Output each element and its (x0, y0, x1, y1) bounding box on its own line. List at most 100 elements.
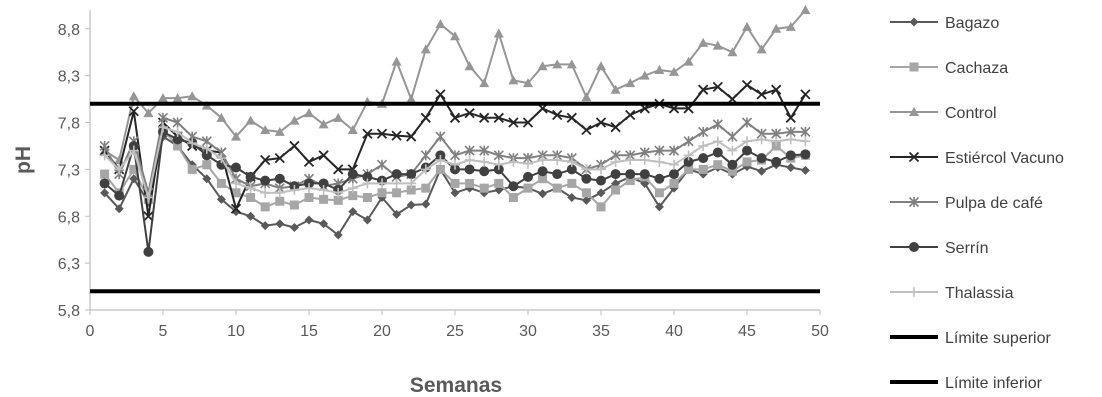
legend-item-pulpa-de-cafe: Pulpa de café (890, 195, 1043, 212)
data-point-control (187, 91, 198, 101)
data-point-bagazo (786, 163, 796, 172)
data-point-bagazo (800, 165, 810, 175)
data-point-serrin (742, 145, 752, 156)
data-point-bagazo (275, 219, 285, 229)
data-point-control (128, 91, 139, 101)
data-point-control (420, 44, 431, 54)
data-point-serrin (698, 153, 709, 164)
data-point-cachaza (625, 176, 635, 186)
data-point-thalassia (435, 155, 446, 165)
data-point-cachaza (231, 188, 241, 198)
legend-label: Serrín (945, 240, 989, 257)
data-point-thalassia (771, 136, 782, 147)
data-point-pulpa-de-cafe (464, 145, 475, 156)
data-point-serrin (391, 169, 402, 180)
data-point-cachaza (173, 141, 183, 151)
data-point-control (756, 44, 767, 54)
data-point-serrin (566, 164, 577, 175)
data-point-serrin (669, 169, 679, 180)
data-point-pulpa-de-cafe (698, 126, 709, 137)
data-point-cachaza (348, 191, 358, 201)
legend-item-limite-superior: Límite superior (890, 330, 1051, 347)
limit-layer (90, 101, 820, 294)
data-point-bagazo (596, 188, 606, 198)
data-point-thalassia (362, 178, 373, 189)
data-point-thalassia (742, 136, 752, 147)
data-point-serrin (464, 164, 475, 175)
data-point-estiercol-vacuno (566, 112, 577, 123)
data-point-serrin (479, 166, 490, 177)
data-point-estiercol-vacuno (391, 130, 402, 141)
legend-marker (908, 196, 920, 208)
x-tick-label: 0 (86, 323, 95, 340)
data-point-serrin (625, 169, 636, 180)
x-tick-label: 10 (227, 323, 245, 340)
legend-marker (909, 107, 919, 116)
data-point-serrin (654, 173, 665, 184)
data-point-thalassia (128, 145, 139, 156)
data-point-cachaza (684, 164, 694, 174)
data-point-thalassia (464, 155, 475, 165)
data-point-control (231, 131, 241, 141)
data-point-thalassia (172, 126, 183, 137)
legend-marker (909, 287, 919, 297)
data-point-thalassia (698, 140, 709, 151)
data-point-thalassia (566, 156, 577, 167)
data-point-control (552, 59, 563, 69)
data-point-cachaza (567, 178, 577, 188)
data-point-estiercol-vacuno (230, 203, 242, 214)
data-point-control (683, 56, 694, 66)
data-point-thalassia (377, 178, 387, 189)
data-point-control (479, 78, 490, 88)
data-point-bagazo (129, 174, 139, 184)
data-point-thalassia (260, 187, 271, 198)
legend-item-bagazo: Bagazo (890, 15, 999, 32)
legend-item-control: Control (890, 105, 997, 122)
data-point-serrin (114, 190, 125, 201)
legend-item-cachaza: Cachaza (890, 60, 1008, 77)
data-point-bagazo (114, 204, 124, 214)
data-point-cachaza (538, 174, 548, 184)
data-point-thalassia (683, 150, 694, 161)
data-point-cachaza (129, 164, 139, 174)
legend-marker (909, 242, 919, 252)
data-point-cachaza (406, 185, 416, 195)
data-point-serrin (712, 147, 723, 158)
data-point-cachaza (654, 188, 664, 198)
legend-label: Control (945, 105, 997, 122)
data-point-estiercol-vacuno (376, 128, 388, 139)
data-point-pulpa-de-cafe (654, 145, 665, 156)
x-tick-label: 40 (665, 323, 683, 340)
data-point-bagazo (450, 188, 460, 198)
data-point-cachaza (260, 202, 270, 212)
data-point-pulpa-de-cafe (668, 145, 680, 156)
data-point-bagazo (319, 219, 329, 229)
x-tick-label: 30 (519, 323, 537, 340)
data-point-cachaza (246, 193, 256, 202)
data-point-pulpa-de-cafe (99, 140, 110, 152)
data-point-cachaza (304, 193, 314, 202)
data-point-bagazo (231, 207, 241, 217)
y-tick-label: 8,3 (58, 69, 80, 86)
data-point-pulpa-de-cafe (741, 117, 753, 128)
data-point-pulpa-de-cafe (172, 117, 183, 128)
data-point-pulpa-de-cafe (435, 131, 446, 142)
data-point-cachaza (435, 164, 445, 174)
data-point-serrin (537, 166, 548, 177)
data-point-control (216, 112, 227, 122)
data-point-pulpa-de-cafe (727, 131, 738, 142)
data-point-control (333, 112, 344, 122)
data-point-control (581, 92, 592, 102)
data-point-cachaza (669, 178, 679, 188)
data-point-serrin (581, 173, 592, 184)
data-point-bagazo (260, 221, 270, 231)
data-point-control (771, 23, 782, 33)
legend-item-thalassia: Thalassia (890, 285, 1014, 302)
data-point-thalassia (274, 187, 285, 198)
y-tick-label: 8,8 (58, 22, 80, 39)
data-point-thalassia (347, 183, 358, 194)
data-point-bagazo (654, 202, 664, 212)
data-point-estiercol-vacuno (595, 117, 607, 128)
data-point-cachaza (494, 178, 504, 188)
legend-label: Límite superior (945, 330, 1051, 347)
